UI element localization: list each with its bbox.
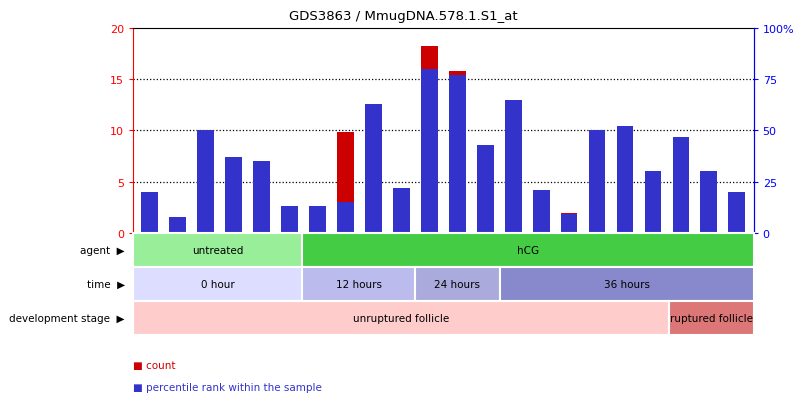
Bar [169,223,186,233]
Text: agent  ▶: agent ▶ [81,245,125,255]
Bar [505,100,521,233]
Bar [281,207,298,233]
Text: GDS3863 / MmugDNA.578.1.S1_at: GDS3863 / MmugDNA.578.1.S1_at [289,10,517,23]
Bar [141,197,158,233]
Bar [561,214,577,233]
Text: ■ count: ■ count [133,360,176,370]
Bar [449,72,466,233]
Bar [700,182,717,233]
Bar [337,203,354,233]
Bar [672,150,689,233]
Text: 12 hours: 12 hours [335,279,382,289]
Bar [133,233,302,267]
Bar [588,188,605,233]
Text: 24 hours: 24 hours [434,279,480,289]
Bar [225,158,242,233]
Text: 0 hour: 0 hour [201,279,235,289]
Bar [645,172,662,233]
Text: ruptured follicle: ruptured follicle [670,313,753,323]
Bar [561,215,577,233]
Bar [449,76,466,233]
Text: development stage  ▶: development stage ▶ [10,313,125,323]
Bar [645,182,662,233]
Bar [617,127,634,233]
Bar [141,192,158,233]
Bar [672,137,689,233]
Bar [253,170,270,233]
Bar [310,210,326,233]
Bar [365,109,382,233]
Bar [729,192,746,233]
Bar [421,70,438,233]
Bar [505,100,521,233]
Text: unruptured follicle: unruptured follicle [353,313,449,323]
Bar [133,267,302,301]
Bar [302,233,754,267]
Bar [365,104,382,233]
Bar [421,47,438,233]
Bar [225,177,242,233]
Bar [729,202,746,233]
Bar [617,141,634,233]
Bar [533,190,550,233]
Bar [500,267,754,301]
Bar [337,133,354,233]
Text: hCG: hCG [517,245,539,255]
Bar [281,207,298,233]
Bar [253,162,270,233]
Text: 36 hours: 36 hours [604,279,650,289]
Text: ■ percentile rank within the sample: ■ percentile rank within the sample [133,382,322,392]
Bar [133,301,669,335]
Bar [393,188,409,233]
Bar [415,267,500,301]
Bar [302,267,415,301]
Bar [310,207,326,233]
Bar [477,145,493,233]
Bar [588,131,605,233]
Bar [533,195,550,233]
Bar [477,165,493,233]
Text: untreated: untreated [192,245,243,255]
Bar [700,172,717,233]
Bar [169,217,186,233]
Bar [669,301,754,335]
Text: time  ▶: time ▶ [87,279,125,289]
Bar [197,136,214,233]
Bar [393,192,409,233]
Bar [197,131,214,233]
